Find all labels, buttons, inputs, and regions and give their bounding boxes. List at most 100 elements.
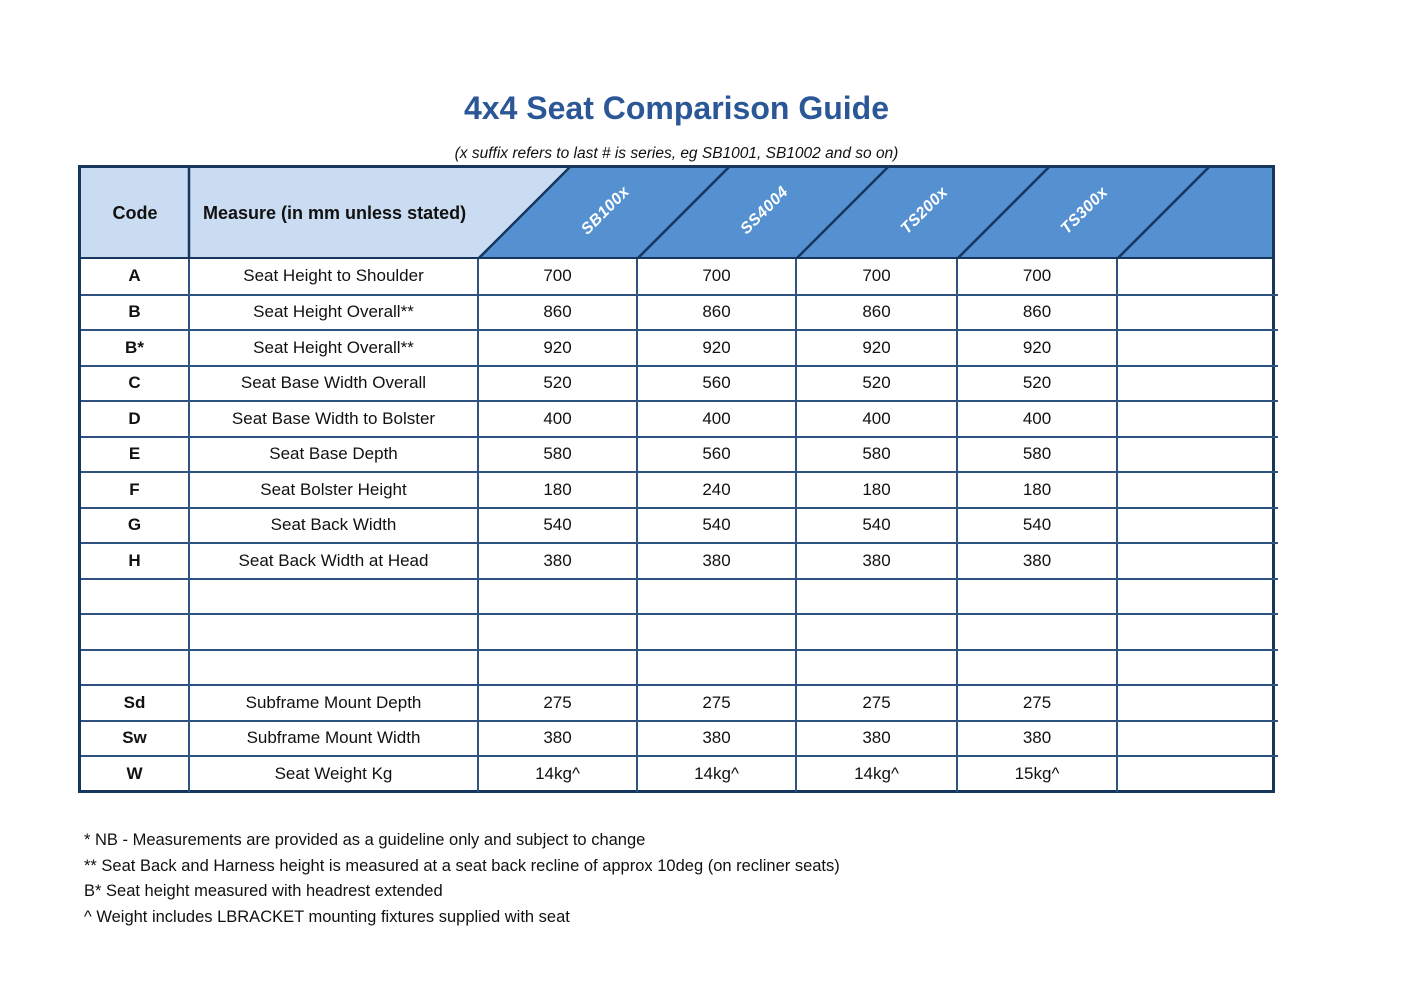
value-cell: 860 [477,293,638,331]
value-cell: 180 [795,471,958,509]
table-row: A Seat Height to Shoulder 700 700 700 700 [81,259,1278,296]
measure-cell [188,648,479,686]
code-cell: B* [81,329,190,367]
value-cell: 380 [956,719,1118,757]
table-row: Sd Subframe Mount Depth 275 275 275 275 [81,684,1278,722]
value-cell: 380 [795,719,958,757]
value-cell: 275 [956,684,1118,722]
table-row: B* Seat Height Overall** 920 920 920 920 [81,329,1278,367]
value-cell [956,648,1118,686]
measure-cell [188,577,479,615]
value-cell [795,648,958,686]
value-cell [1116,400,1278,438]
table-row: G Seat Back Width 540 540 540 540 [81,506,1278,544]
value-cell [636,648,797,686]
value-cell: 180 [956,471,1118,509]
code-cell: D [81,400,190,438]
value-cell: 560 [636,364,797,402]
code-cell [81,577,190,615]
value-cell: 380 [636,542,797,580]
value-cell [477,648,638,686]
measure-cell [188,613,479,651]
code-cell [81,613,190,651]
value-cell: 860 [795,293,958,331]
table-row: B Seat Height Overall** 860 860 860 860 [81,293,1278,331]
value-cell [795,577,958,615]
measure-cell: Subframe Mount Depth [188,684,479,722]
value-cell [636,613,797,651]
value-cell [1116,259,1278,296]
subtitle: (x suffix refers to last # is series, eg… [454,145,899,162]
value-cell [477,577,638,615]
table-row: Sw Subframe Mount Width 380 380 380 380 [81,719,1278,757]
value-cell: 580 [477,435,638,473]
value-cell [1116,329,1278,367]
comparison-table: Code Measure (in mm unless stated) SB100… [78,165,1278,793]
value-cell: 275 [636,684,797,722]
value-cell [1116,613,1278,651]
value-cell: 520 [956,364,1118,402]
value-cell: 400 [956,400,1118,438]
table-row: D Seat Base Width to Bolster 400 400 400 400 [81,400,1278,438]
table-row: C Seat Base Width Overall 520 560 520 520 [81,364,1278,402]
value-cell: 540 [636,506,797,544]
table-row: E Seat Base Depth 580 560 580 580 [81,435,1278,473]
value-cell: 240 [636,471,797,509]
table-row: F Seat Bolster Height 180 240 180 180 [81,471,1278,509]
value-cell: 860 [636,293,797,331]
value-cell: 520 [795,364,958,402]
header-diagonal-lines [187,168,1210,257]
value-cell: 920 [636,329,797,367]
code-cell: E [81,435,190,473]
value-cell: 400 [477,400,638,438]
code-cell: B [81,293,190,331]
measure-cell: Seat Base Width Overall [188,364,479,402]
footnote: B* Seat height measured with headrest ex… [84,882,443,900]
table-header: Code Measure (in mm unless stated) SB100… [81,168,1272,259]
value-cell [1116,506,1278,544]
value-cell: 380 [795,542,958,580]
value-cell [477,613,638,651]
value-cell [1116,719,1278,757]
table-row [81,577,1278,615]
value-cell: 920 [956,329,1118,367]
code-cell: F [81,471,190,509]
measure-cell: Seat Bolster Height [188,471,479,509]
value-cell: 400 [636,400,797,438]
measure-cell: Seat Back Width [188,506,479,544]
value-cell [956,577,1118,615]
table-row: W Seat Weight Kg 14kg^ 14kg^ 14kg^ 15kg^ [81,755,1278,792]
measure-cell: Subframe Mount Width [188,719,479,757]
measure-cell: Seat Weight Kg [188,755,479,792]
value-cell [1116,755,1278,792]
page-title: 4x4 Seat Comparison Guide [463,90,889,126]
measure-cell: Seat Base Depth [188,435,479,473]
value-cell: 580 [956,435,1118,473]
measure-cell: Seat Base Width to Bolster [188,400,479,438]
value-cell [1116,293,1278,331]
header-dark-band [478,168,1272,257]
value-cell: 540 [795,506,958,544]
value-cell [795,613,958,651]
value-cell [1116,471,1278,509]
value-cell: 920 [477,329,638,367]
value-cell [636,577,797,615]
value-cell [1116,577,1278,615]
value-cell: 380 [636,719,797,757]
value-cell: 400 [795,400,958,438]
value-cell: 275 [795,684,958,722]
code-cell: Sw [81,719,190,757]
code-cell: C [81,364,190,402]
footnote: ** Seat Back and Harness height is measu… [84,856,840,875]
table-row [81,613,1278,651]
value-cell: 380 [477,719,638,757]
value-cell: 275 [477,684,638,722]
value-cell: 15kg^ [956,755,1118,792]
value-cell [1116,435,1278,473]
value-cell: 700 [636,259,797,296]
table-row [81,648,1278,686]
value-cell: 380 [956,542,1118,580]
value-cell [1116,364,1278,402]
code-cell: W [81,755,190,792]
column-header-measure: Measure (in mm unless stated) [203,203,467,223]
